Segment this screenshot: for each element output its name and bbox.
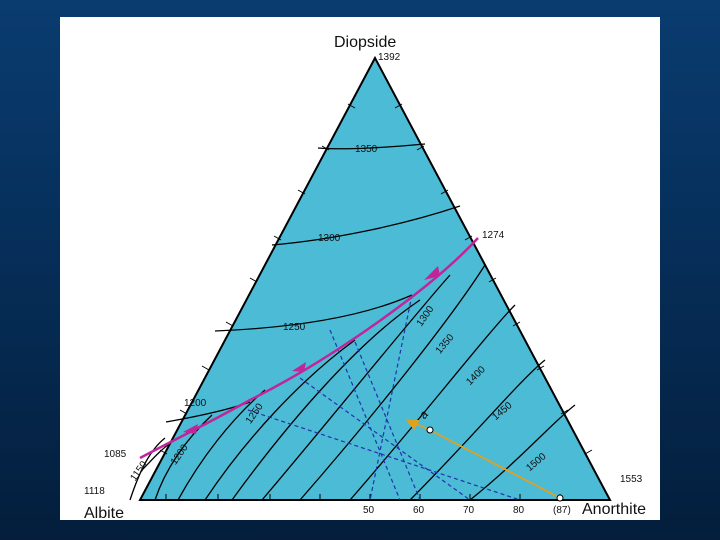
cotectic-arrow [292,362,306,372]
isotherm-label: 1150 [128,459,150,483]
tie-lines [247,294,521,501]
cotectic-curve [139,237,479,460]
start-point-marker [556,494,564,502]
isotherms-plagioclase-field [129,264,576,501]
base-tick-label: (87) [553,505,571,516]
isotherm-1250 [214,294,413,332]
vertex-temp-diopside: 1392 [378,52,401,63]
isotherm-1350 [317,143,426,150]
point-a-marker [426,426,434,434]
vertex-label-diopside: Diopside [334,34,396,51]
isotherms-diopside-field [141,143,461,471]
tie-line [247,409,521,501]
cotectic-temp-end: 1085 [104,449,127,460]
isotherm-1300 [271,205,461,246]
isotherm-label: 1300 [318,233,341,244]
vertex-temp-albite: 1118 [84,486,105,497]
base-tick-label: 50 [363,505,375,516]
vertex-label-albite: Albite [84,505,124,522]
base-tick-label: 60 [413,505,425,516]
isotherm-label: 1200 [184,398,207,409]
isotherm-label: 1350 [355,144,378,155]
vertex-temp-anorthite: 1553 [620,474,643,485]
tie-line [329,329,401,501]
tie-line [354,341,421,501]
path-arrow [406,420,420,430]
right-side-ticks [394,103,593,455]
base-tick-label: 80 [513,505,525,516]
cotectic-arrows [183,266,440,434]
cotectic-temp-start: 1274 [482,230,505,241]
isotherm-label: 1250 [283,322,306,333]
vertex-label-anorthite: Anorthite [582,501,646,518]
base-tick-label: 70 [463,505,475,516]
cotectic-arrow [183,424,198,434]
cotectic-arrow [424,266,440,280]
ternary-triangle [138,55,612,501]
